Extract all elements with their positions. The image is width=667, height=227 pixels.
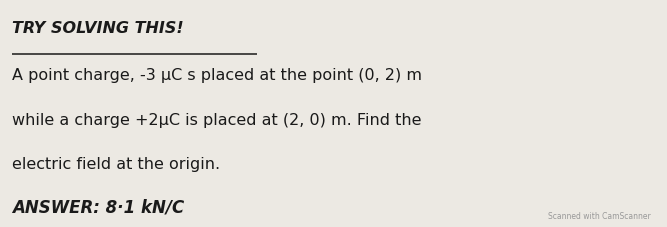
Text: TRY SOLVING THIS!: TRY SOLVING THIS!: [12, 20, 183, 35]
Text: while a charge +2μC is placed at (2, 0) m. Find the: while a charge +2μC is placed at (2, 0) …: [12, 112, 422, 127]
Text: electric field at the origin.: electric field at the origin.: [12, 157, 220, 172]
Text: Scanned with CamScanner: Scanned with CamScanner: [548, 211, 650, 220]
Text: ANSWER: 8·1 kN/C: ANSWER: 8·1 kN/C: [12, 197, 184, 215]
Text: A point charge, -3 μC s placed at the point (0, 2) m: A point charge, -3 μC s placed at the po…: [12, 68, 422, 83]
